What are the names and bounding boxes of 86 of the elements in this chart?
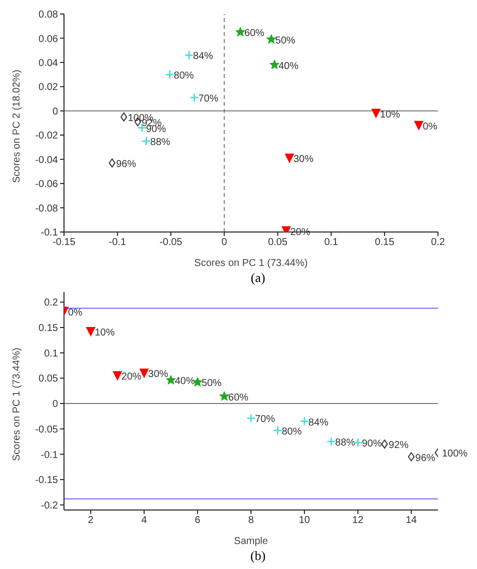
x-tick-label: 10 <box>298 515 310 526</box>
point <box>284 154 294 163</box>
annotation: 50% <box>275 35 296 46</box>
point <box>108 158 116 168</box>
x-tick-label: -0.1 <box>108 237 126 248</box>
y-tick-label: 0.05 <box>38 374 58 385</box>
y-tick-label: -0.08 <box>35 203 58 214</box>
annotation: 40% <box>278 60 299 72</box>
point <box>408 452 415 462</box>
annotation: 10% <box>94 328 115 339</box>
x-tick-label: 4 <box>141 515 148 526</box>
y-tick-label: 0.2 <box>44 298 58 309</box>
annotation: 70% <box>255 414 276 426</box>
y-tick-label: 0.1 <box>44 348 58 360</box>
y-tick-label: -0.04 <box>35 154 58 166</box>
annotation: 90% <box>146 124 166 135</box>
x-tick-label: 0.05 <box>268 237 288 248</box>
annotation: 0% <box>422 121 438 132</box>
x-axis-title: Scores on PC 1 (73.44%) <box>194 258 308 269</box>
annotation: 60% <box>228 392 248 404</box>
annotation: 30% <box>148 369 168 380</box>
text: (a) <box>250 270 266 286</box>
y-tick-label: 0 <box>52 106 58 118</box>
point <box>112 371 122 380</box>
y-tick-label: -0.05 <box>35 424 58 436</box>
annotation: 100% <box>442 448 468 460</box>
point <box>414 120 424 130</box>
annotation: 20% <box>121 372 142 383</box>
y-axis-title: Scores on PC 1 (73.44%) <box>12 348 23 461</box>
x-tick-label: -0.05 <box>159 237 183 248</box>
x-tick-label: 0.2 <box>431 237 446 248</box>
y-tick-label: -0.1 <box>40 450 58 461</box>
x-axis-title: Sample <box>234 536 268 547</box>
y-tick-label: 0.02 <box>38 82 58 94</box>
point <box>219 391 230 401</box>
point <box>266 34 276 44</box>
point <box>184 50 194 60</box>
y-tick-label: -0.02 <box>35 130 58 142</box>
y-axis-title: Scores on PC 2 (18.02%) <box>12 70 23 183</box>
point <box>300 416 310 426</box>
point <box>120 112 128 122</box>
point <box>381 440 388 449</box>
y-tick-label: -0.15 <box>35 475 58 486</box>
x-tick-label: 8 <box>248 515 254 526</box>
y-tick-label: -0.1 <box>40 228 58 239</box>
point <box>190 92 200 102</box>
point <box>326 436 336 446</box>
point <box>142 136 151 146</box>
annotation: 92% <box>388 440 409 452</box>
annotation: 0% <box>68 307 83 318</box>
annotation: 84% <box>193 51 214 62</box>
point <box>165 70 174 80</box>
annotation: 10% <box>380 109 400 120</box>
point <box>86 327 96 336</box>
y-tick-label: 0.15 <box>38 323 58 334</box>
annotation: 96% <box>415 452 436 464</box>
x-tick-label: 0 <box>222 237 228 248</box>
annotation: 30% <box>293 154 314 166</box>
y-tick-label: 0 <box>52 399 58 410</box>
point <box>235 26 246 36</box>
annotation: 88% <box>150 137 170 148</box>
y-tick-label: 0.04 <box>38 58 58 69</box>
y-tick-label: -0.2 <box>40 500 58 512</box>
y-tick-label: 0.08 <box>38 10 58 21</box>
annotation: 70% <box>198 94 218 105</box>
x-tick-label: 0.15 <box>374 237 395 248</box>
x-tick-label: 14 <box>406 515 418 526</box>
point <box>246 414 256 423</box>
text: (b) <box>249 548 267 564</box>
annotation: 84% <box>308 417 329 428</box>
y-tick-label: -0.06 <box>35 179 58 190</box>
annotation: 50% <box>202 378 222 390</box>
x-tick-label: 6 <box>194 515 201 526</box>
x-tick-label: 2 <box>88 515 94 526</box>
annotation: 60% <box>244 28 264 40</box>
annotation: 88% <box>335 438 356 449</box>
annotation: 80% <box>282 426 302 438</box>
x-tick-label: 12 <box>352 515 364 526</box>
point <box>372 108 381 118</box>
x-tick-label: 0.1 <box>324 237 339 248</box>
annotation: 80% <box>174 70 194 82</box>
y-tick-label: 0.06 <box>38 34 58 45</box>
annotation: 40% <box>174 376 195 388</box>
point <box>273 426 282 436</box>
annotation: 90% <box>362 438 382 450</box>
annotation: 96% <box>116 158 136 170</box>
